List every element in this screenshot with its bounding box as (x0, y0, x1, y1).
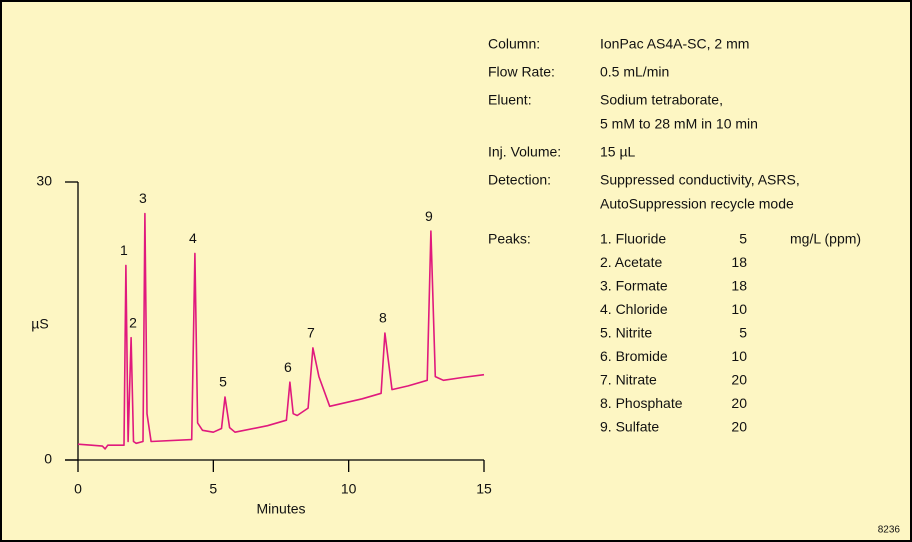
peak-label: 7 (307, 325, 315, 341)
peak-amount: 10 (731, 301, 747, 317)
x-tick-label: 0 (74, 481, 82, 497)
condition-value: AutoSuppression recycle mode (600, 196, 794, 212)
x-tick-label: 10 (341, 481, 357, 497)
peak-label: 1 (120, 242, 128, 258)
peak-amount: 20 (731, 372, 747, 388)
x-tick-label: 5 (209, 481, 217, 497)
condition-label: Detection: (488, 172, 551, 188)
peak-amount: 10 (731, 348, 747, 364)
peak-label: 9 (425, 208, 433, 224)
trace (77, 212, 485, 450)
figure-code: 8236 (878, 525, 901, 536)
y-axis-label: µS (31, 316, 48, 332)
peak-name: 6. Bromide (600, 348, 668, 364)
peak-amount: 18 (731, 254, 747, 270)
x-tick-label: 15 (476, 481, 492, 497)
y-tick-label: 30 (36, 173, 52, 189)
peak-amount: 5 (739, 231, 747, 247)
condition-value: Suppressed conductivity, ASRS, (600, 172, 800, 188)
peaks-label: Peaks: (488, 231, 531, 247)
peak-amount: 18 (731, 278, 747, 294)
peak-name: 3. Formate (600, 278, 668, 294)
peak-name: 7. Nitrate (600, 372, 657, 388)
peak-label: 3 (139, 190, 147, 206)
peak-label: 8 (379, 310, 387, 326)
peak-name: 4. Chloride (600, 301, 668, 317)
peak-name: 5. Nitrite (600, 325, 652, 341)
condition-value: 15 µL (600, 144, 636, 160)
peak-name: 1. Fluoride (600, 231, 666, 247)
peak-name: 8. Phosphate (600, 395, 683, 411)
x-axis-label: Minutes (256, 501, 305, 517)
peak-amount: 20 (731, 419, 747, 435)
peak-label: 6 (284, 359, 292, 375)
peak-label: 5 (219, 374, 227, 390)
peaks-unit: mg/L (ppm) (790, 231, 861, 247)
condition-value: IonPac AS4A-SC, 2 mm (600, 36, 749, 52)
peak-amount: 20 (731, 395, 747, 411)
condition-value: 0.5 mL/min (600, 64, 669, 80)
condition-value: 5 mM to 28 mM in 10 min (600, 116, 758, 132)
condition-label: Column: (488, 36, 540, 52)
condition-label: Flow Rate: (488, 64, 555, 80)
peak-name: 9. Sulfate (600, 419, 659, 435)
condition-label: Eluent: (488, 92, 532, 108)
peak-amount: 5 (739, 325, 747, 341)
peak-label: 2 (129, 314, 137, 330)
condition-value: Sodium tetraborate, (600, 92, 723, 108)
condition-label: Inj. Volume: (488, 144, 561, 160)
peak-label: 4 (189, 230, 197, 246)
y-tick-label: 0 (44, 451, 52, 467)
peak-name: 2. Acetate (600, 254, 662, 270)
